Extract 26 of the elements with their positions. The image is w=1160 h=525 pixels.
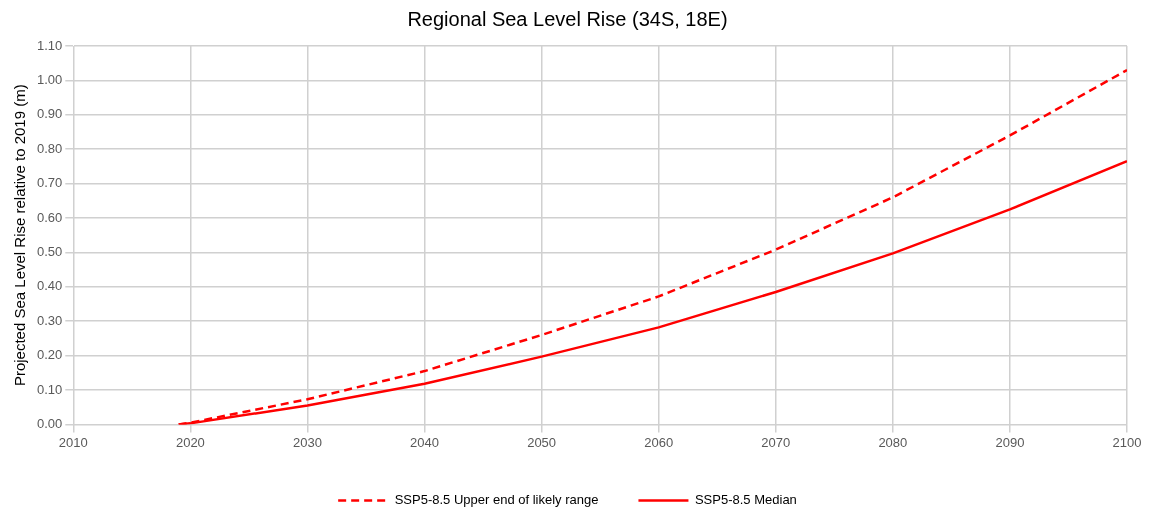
y-tick-label: 0.00: [36, 415, 63, 431]
legend-label: SSP5-8.5 Upper end of likely range: [394, 492, 599, 508]
x-tick-label: 2040: [410, 434, 439, 450]
x-tick-label: 2010: [58, 434, 88, 450]
legend-label: SSP5-8.5 Median: [694, 492, 797, 508]
y-tick-label: 0.60: [36, 209, 63, 225]
y-axis-title: Projected Sea Level Rise relative to 2019 (m): [11, 84, 29, 387]
y-tick-label: 0.80: [36, 140, 63, 156]
y-tick-label: 0.10: [36, 381, 63, 397]
y-tick-label: 0.30: [36, 312, 63, 328]
x-tick-label: 2080: [878, 434, 908, 450]
x-tick-label: 2020: [175, 434, 205, 450]
y-tick-label: 0.90: [36, 106, 63, 122]
y-tick-label: 1.00: [36, 71, 63, 87]
y-tick-label: 0.70: [36, 175, 63, 191]
x-tick-label: 2050: [527, 434, 557, 450]
x-tick-label: 2060: [644, 434, 674, 450]
y-tick-label: 0.40: [36, 278, 63, 294]
x-tick-label: 2030: [293, 434, 322, 450]
y-tick-label: 0.50: [36, 243, 63, 259]
chart-title: Regional Sea Level Rise (34S, 18E): [407, 7, 728, 30]
x-tick-label: 2090: [995, 434, 1025, 450]
x-tick-label: 2070: [761, 434, 791, 450]
y-tick-label: 1.10: [36, 37, 63, 53]
y-tick-label: 0.20: [36, 347, 63, 363]
x-tick-label: 2100: [1112, 434, 1142, 450]
